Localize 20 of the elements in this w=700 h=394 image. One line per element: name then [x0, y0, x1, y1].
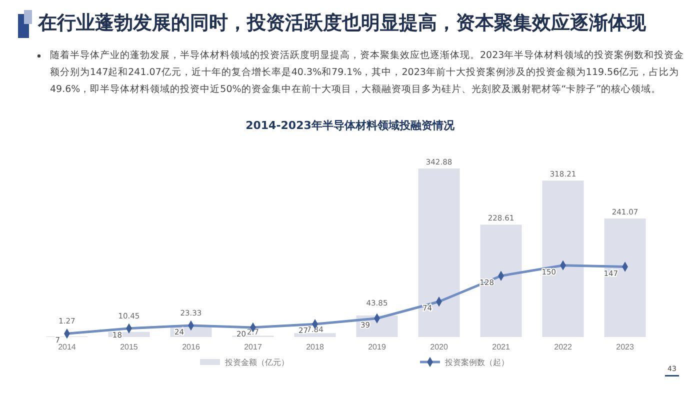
- bar: [294, 333, 336, 337]
- x-tick-label: 2018: [306, 342, 324, 352]
- x-tick-label: 2023: [616, 342, 634, 352]
- x-tick-label: 2017: [244, 342, 262, 352]
- x-tick-label: 2020: [430, 342, 448, 352]
- bar: [604, 218, 646, 337]
- x-tick-label: 2021: [492, 342, 510, 352]
- bar: [480, 224, 522, 337]
- bar: [418, 168, 460, 337]
- x-tick-label: 2019: [368, 342, 386, 352]
- legend-label: 投资金额（亿元）: [224, 358, 289, 367]
- x-tick-label: 2015: [120, 342, 138, 352]
- bar: [542, 180, 584, 337]
- x-tick-label: 2014: [58, 342, 76, 352]
- text: 随着半导体产业的蓬勃发展，半导体材料领域的投资活跃度明显提高，资本聚集效应也逐渐体现。2023年半导体材料领域的投资案例数和投资金额分别为147起和241.07亿元，近十年的复合增长率是40.3%和79.1%，其中，2023年前十大投资案例涉及的投资金额为119.56亿元，占比为49.6%，即半导体材料领域的投资中近50%的资金集中在前十大项目，大额融资项目多为硅片、光刻胶及溅射靶材等“卡脖子”的核心领域。: [49, 49, 686, 97]
- legend-label: 投资案例数（起）: [444, 358, 509, 367]
- x-tick-label: 2022: [554, 342, 572, 352]
- chart-title: 在行业蓬勃发展的同时，投资活跃度也明显提高，资本聚集效应逐渐体现: [38, 11, 646, 36]
- x-tick-label: 2016: [182, 342, 200, 352]
- chart-subtitle: 2014-2023年半导体材料领域投融资情况: [246, 119, 456, 132]
